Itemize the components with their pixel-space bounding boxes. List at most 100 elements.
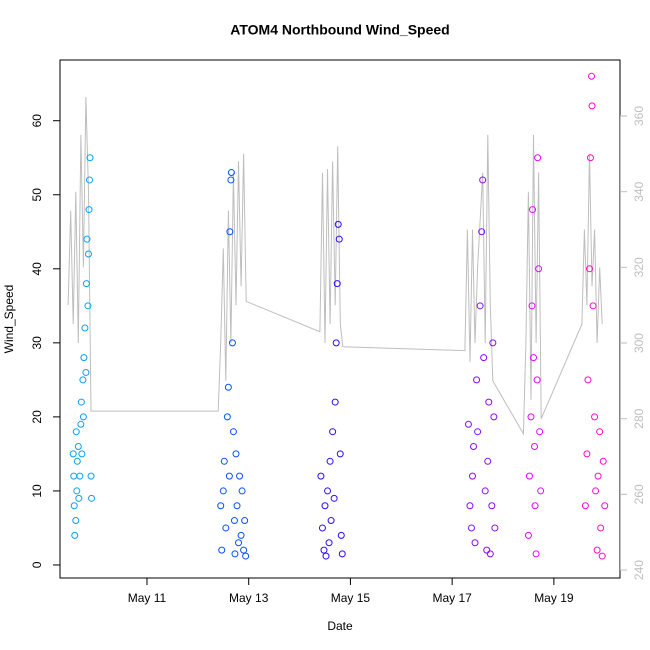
point: [331, 398, 339, 406]
point: [83, 235, 91, 243]
point: [237, 531, 245, 539]
point: [325, 539, 333, 547]
point: [71, 531, 79, 539]
point: [86, 154, 94, 162]
point: [481, 487, 489, 495]
point: [227, 176, 235, 184]
point: [77, 398, 85, 406]
point: [79, 413, 87, 421]
point: [240, 546, 248, 554]
point: [337, 531, 345, 539]
point: [480, 354, 488, 362]
point: [220, 457, 228, 465]
point: [88, 494, 96, 502]
point: [599, 457, 607, 465]
point: [588, 102, 596, 110]
point: [592, 487, 600, 495]
point: [222, 524, 230, 532]
point: [228, 339, 236, 347]
point: [69, 450, 77, 458]
point: [73, 487, 81, 495]
point: [473, 376, 481, 384]
point: [72, 428, 80, 436]
point: [485, 398, 493, 406]
point: [84, 250, 92, 258]
point: [467, 524, 475, 532]
y2-tick-label: 300: [632, 333, 646, 353]
y-tick-label: 30: [30, 336, 44, 350]
point: [75, 494, 83, 502]
point: [329, 428, 337, 436]
y2-tick-label: 280: [632, 408, 646, 428]
point: [535, 265, 543, 273]
point: [223, 413, 231, 421]
point: [491, 524, 499, 532]
point: [77, 420, 85, 428]
point: [464, 420, 472, 428]
point: [524, 531, 532, 539]
point: [238, 487, 246, 495]
point: [486, 550, 494, 558]
point: [241, 517, 249, 525]
point: [218, 546, 226, 554]
point: [530, 354, 538, 362]
point: [532, 550, 540, 558]
x-tick-label: May 13: [229, 591, 269, 605]
point: [591, 413, 599, 421]
point: [82, 280, 90, 288]
point: [231, 550, 239, 558]
point: [536, 428, 544, 436]
point: [229, 428, 237, 436]
y2-tick-label: 360: [632, 106, 646, 126]
point: [534, 154, 542, 162]
point: [327, 517, 335, 525]
y-tick-label: 20: [30, 410, 44, 424]
point: [583, 450, 591, 458]
point: [324, 487, 332, 495]
point: [236, 472, 244, 480]
point: [72, 517, 80, 525]
point: [593, 546, 601, 554]
point: [490, 413, 498, 421]
y-tick-label: 10: [30, 484, 44, 498]
y-axis-label: Wind_Speed: [2, 285, 16, 354]
point: [533, 376, 541, 384]
point: [529, 206, 537, 214]
point: [471, 539, 479, 547]
point: [525, 472, 533, 480]
x-tick-label: May 19: [534, 591, 574, 605]
point: [336, 450, 344, 458]
point: [594, 472, 602, 480]
point: [326, 457, 334, 465]
point: [226, 228, 234, 236]
point: [488, 502, 496, 510]
point: [322, 552, 330, 560]
line-series: [67, 97, 603, 436]
point: [81, 324, 89, 332]
point: [219, 487, 227, 495]
y-tick-label: 40: [30, 262, 44, 276]
point: [601, 502, 609, 510]
point: [537, 487, 545, 495]
point: [74, 443, 82, 451]
point: [474, 428, 482, 436]
point: [335, 235, 343, 243]
y2-tick-label: 320: [632, 257, 646, 277]
point: [82, 368, 90, 376]
point: [330, 494, 338, 502]
point: [227, 169, 235, 177]
point: [531, 443, 539, 451]
point: [73, 457, 81, 465]
point: [585, 265, 593, 273]
point: [79, 376, 87, 384]
x-tick-label: May 11: [128, 591, 167, 605]
y-tick-label: 0: [30, 561, 44, 568]
chart-title: ATOM4 Northbound Wind_Speed: [230, 22, 449, 38]
point: [468, 472, 476, 480]
point: [489, 339, 497, 347]
point: [318, 524, 326, 532]
point: [242, 552, 250, 560]
point: [528, 302, 536, 310]
point: [80, 354, 88, 362]
